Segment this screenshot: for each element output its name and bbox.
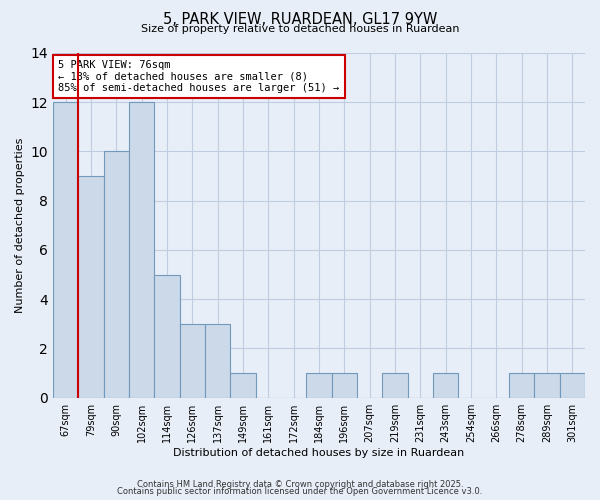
Text: 5, PARK VIEW, RUARDEAN, GL17 9YW: 5, PARK VIEW, RUARDEAN, GL17 9YW [163, 12, 437, 28]
Text: Size of property relative to detached houses in Ruardean: Size of property relative to detached ho… [141, 24, 459, 34]
Bar [205, 324, 230, 398]
Text: Contains public sector information licensed under the Open Government Licence v3: Contains public sector information licen… [118, 487, 482, 496]
Bar [307, 373, 332, 398]
Bar [509, 373, 535, 398]
Bar [104, 152, 129, 398]
Bar [129, 102, 154, 398]
Bar [332, 373, 357, 398]
Bar [535, 373, 560, 398]
Text: 5 PARK VIEW: 76sqm
← 13% of detached houses are smaller (8)
85% of semi-detached: 5 PARK VIEW: 76sqm ← 13% of detached hou… [58, 60, 340, 93]
Bar [53, 102, 79, 398]
Bar [433, 373, 458, 398]
Bar [79, 176, 104, 398]
Bar [230, 373, 256, 398]
Bar [560, 373, 585, 398]
Bar [179, 324, 205, 398]
Y-axis label: Number of detached properties: Number of detached properties [15, 138, 25, 313]
Bar [382, 373, 407, 398]
X-axis label: Distribution of detached houses by size in Ruardean: Distribution of detached houses by size … [173, 448, 464, 458]
Text: Contains HM Land Registry data © Crown copyright and database right 2025.: Contains HM Land Registry data © Crown c… [137, 480, 463, 489]
Bar [154, 274, 179, 398]
